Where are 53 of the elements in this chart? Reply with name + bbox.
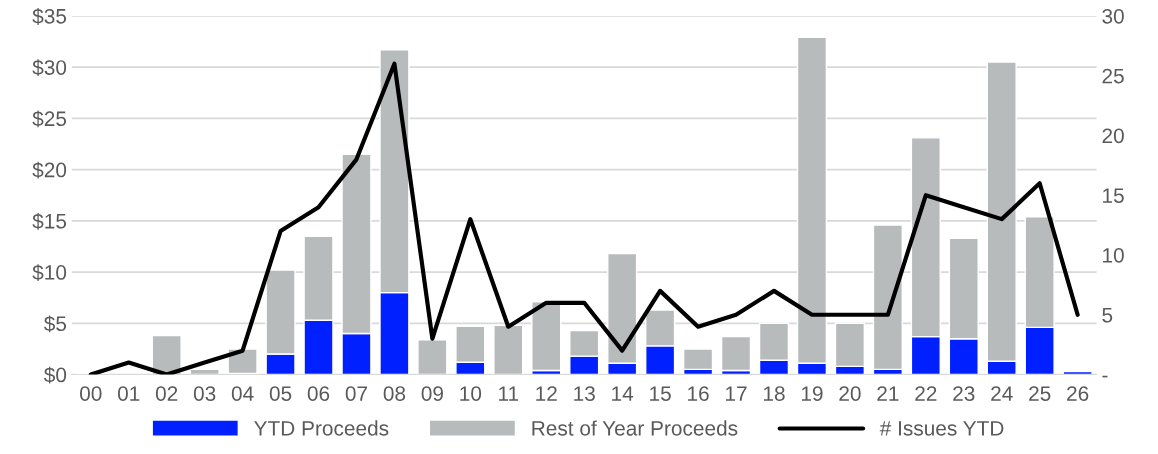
x-tick-label: 26 (1067, 386, 1089, 401)
bar (720, 335, 752, 372)
x-tick-label: 13 (574, 386, 595, 401)
x-tick-label: 08 (383, 386, 406, 401)
y-tick-label: $25 (32, 110, 67, 128)
x-tick-label: 00 (80, 386, 102, 401)
y-tick-label: $0 (43, 366, 67, 384)
x-tick-label: 11 (499, 386, 519, 401)
y2-tick-label: 25 (1102, 68, 1124, 84)
bar (227, 348, 258, 375)
y2-tick-label: 15 (1103, 188, 1124, 203)
x-tick-label: 22 (915, 386, 937, 401)
x-tick-label: 18 (764, 386, 785, 401)
y2-tick-label: 30 (1102, 8, 1124, 24)
x-tick-label: 15 (650, 386, 671, 401)
bar (531, 301, 562, 372)
x-tick-label: 23 (953, 386, 975, 401)
x-tick-label: 20 (839, 386, 861, 401)
y-tick-label: $30 (32, 59, 67, 77)
x-tick-label: 24 (991, 386, 1013, 401)
x-tick-label: 16 (688, 386, 709, 401)
x-tick-label: 04 (231, 386, 254, 401)
x-tick-label: 10 (460, 386, 482, 401)
x-tick-label: 05 (269, 386, 292, 401)
legend-label: Rest of Year Proceeds (532, 420, 738, 436)
y2-tick-label: 5 (1102, 307, 1113, 323)
y2-tick-label: 10 (1103, 248, 1124, 263)
legend-label: YTD Proceeds (254, 420, 389, 436)
x-tick-label: 21 (877, 386, 899, 401)
y2-tick-label: 20 (1102, 128, 1124, 144)
x-tick-label: 12 (536, 386, 557, 401)
bar (682, 348, 714, 371)
legend-label: # Issues YTD (879, 421, 1004, 436)
y-tick-label: $35 (32, 8, 67, 25)
x-tick-label: 03 (193, 386, 216, 401)
line-series (88, 61, 1080, 375)
x-tick-label: 02 (155, 386, 178, 401)
x-tick-label: 07 (345, 386, 368, 401)
y-tick-label: $5 (43, 315, 67, 333)
y-tick-label: $20 (32, 161, 67, 179)
x-tick-label: 14 (612, 386, 634, 401)
x-tick-label: 09 (421, 386, 443, 401)
x-tick-label: 19 (801, 386, 823, 401)
x-tick-label: 17 (726, 386, 747, 401)
x-tick-label: 25 (1029, 386, 1051, 401)
y2-tick-label: - (1102, 375, 1108, 378)
x-tick-label: 01 (117, 386, 140, 401)
bar (493, 324, 524, 375)
bar (417, 339, 448, 375)
bar (872, 224, 903, 371)
y-tick-label: $10 (32, 264, 67, 282)
x-tick-label: 06 (307, 386, 330, 401)
y-tick-label: $15 (32, 212, 67, 230)
